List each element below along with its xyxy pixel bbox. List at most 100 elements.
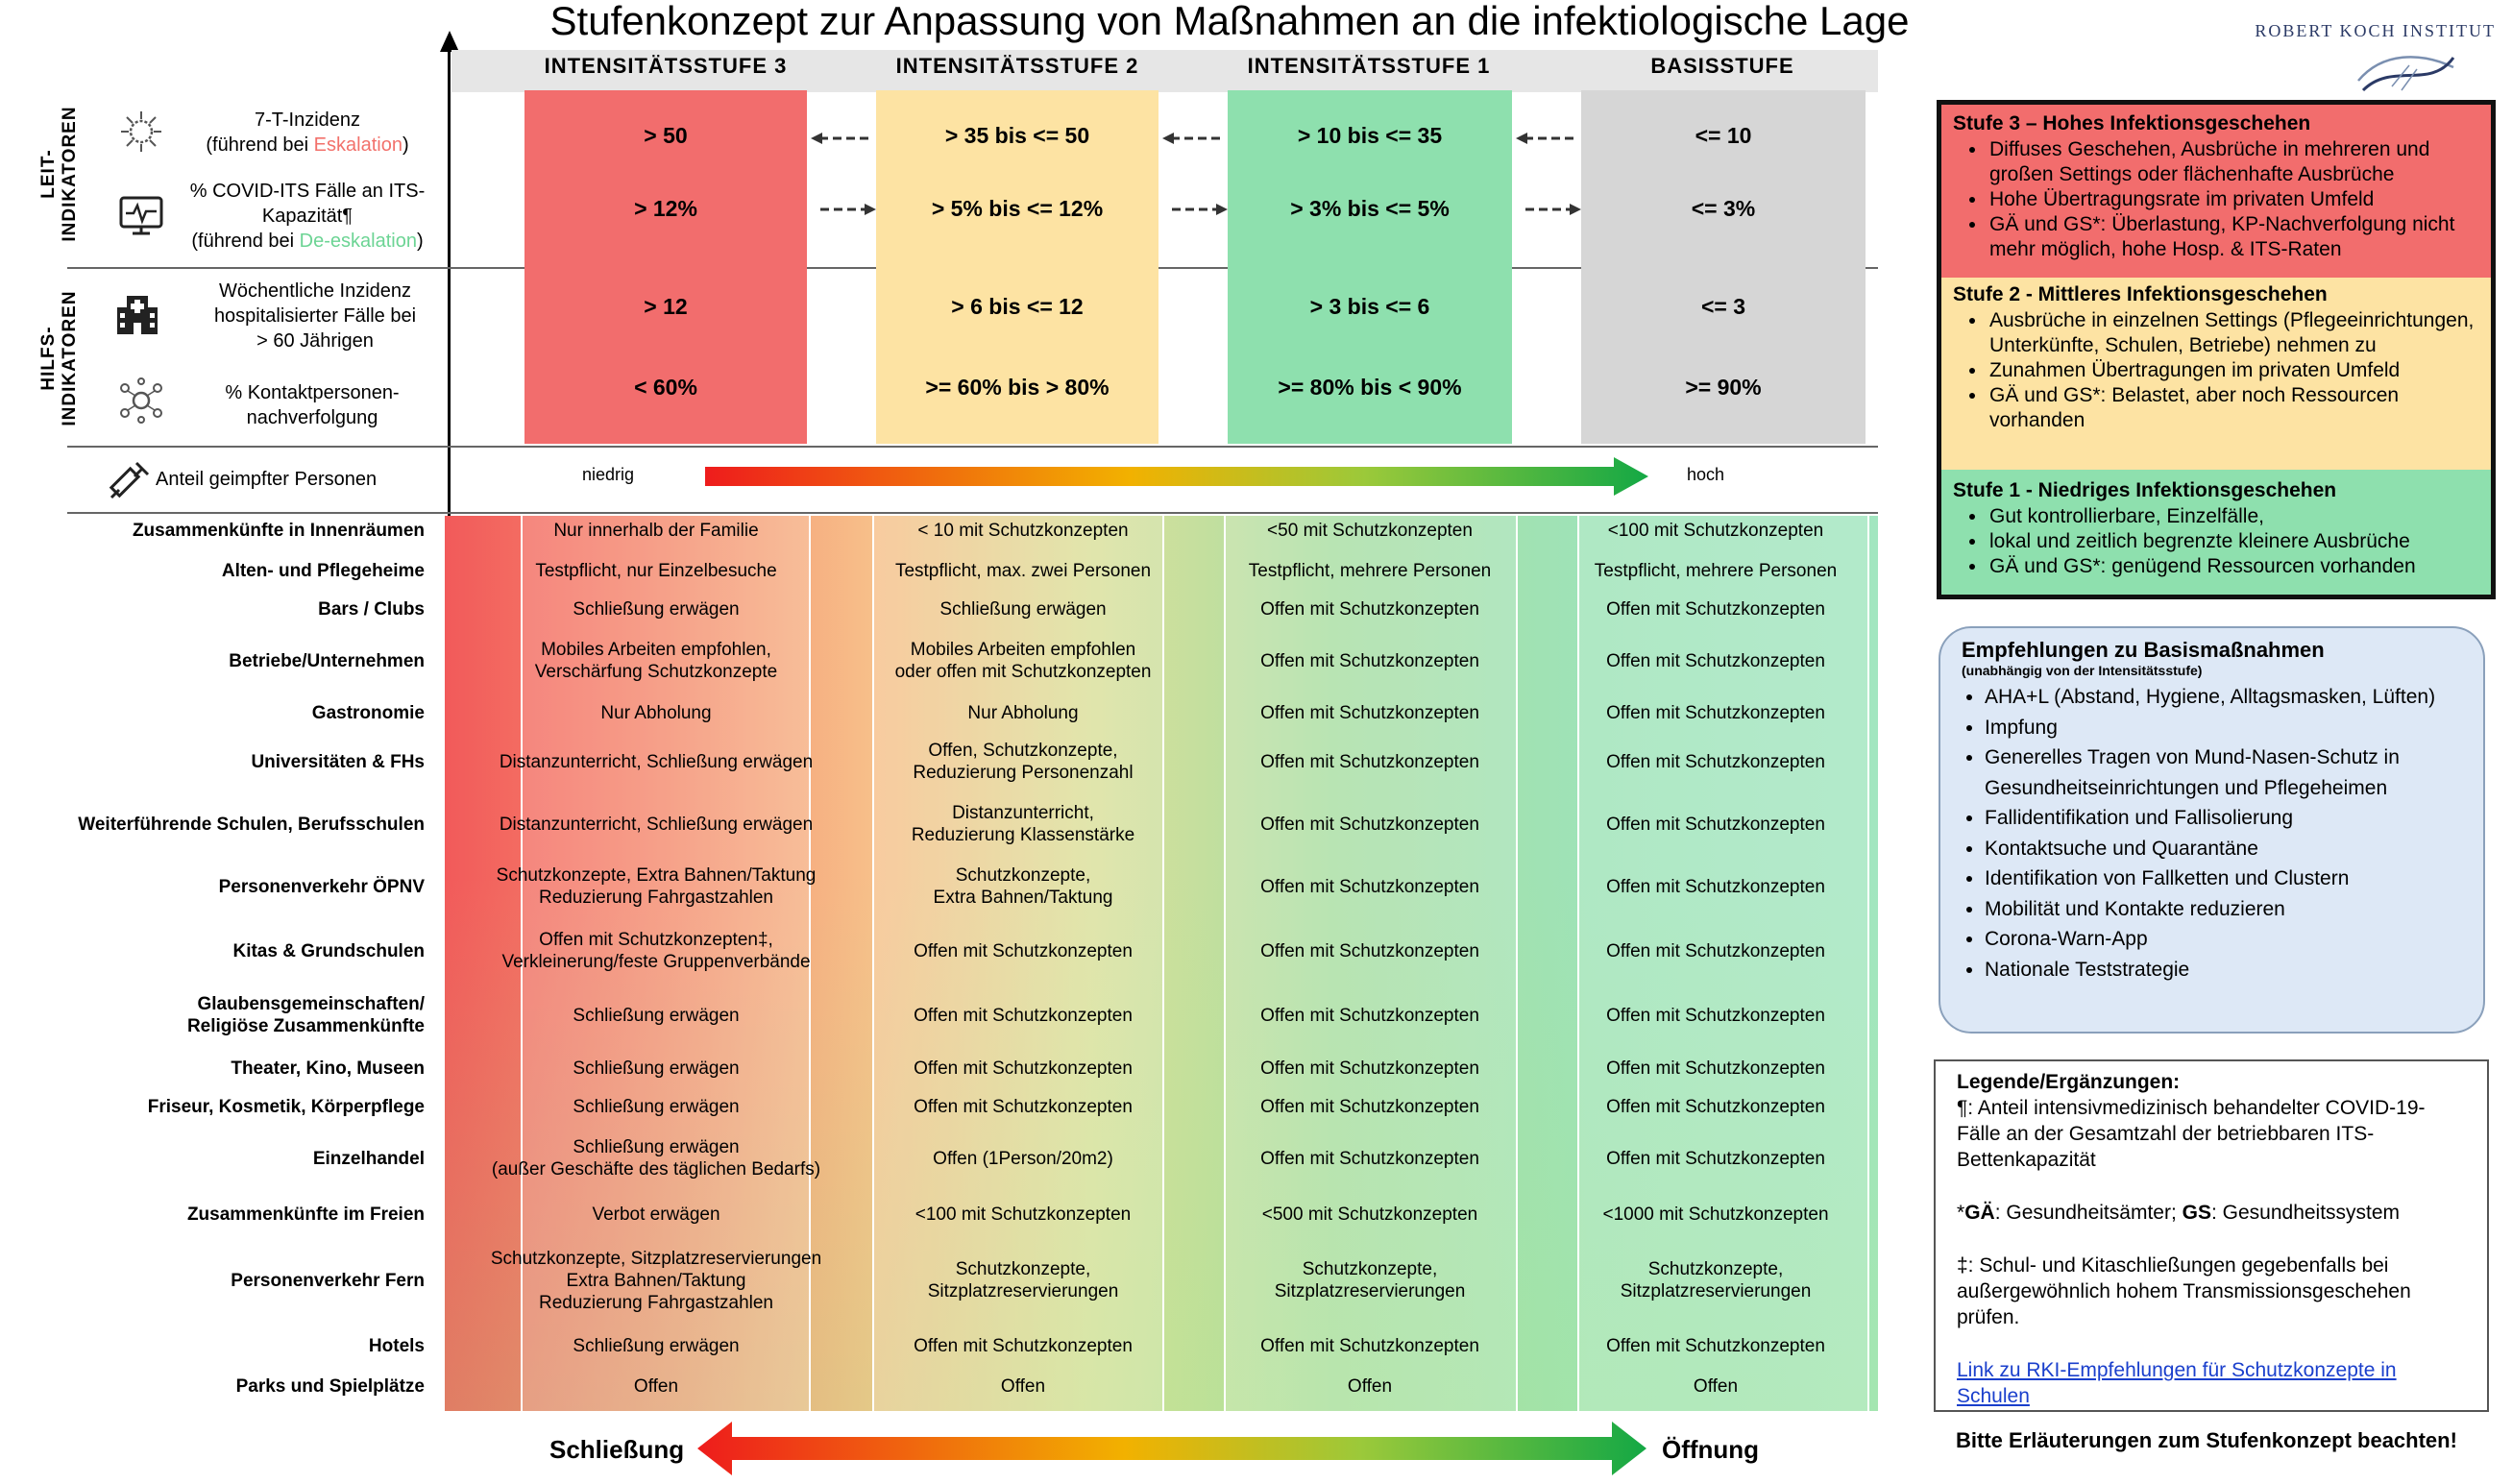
basis-title: Empfehlungen zu Basismaßnahmen [1962,638,2325,662]
measure-cell-line: Reduzierung Klassenstärke [911,825,1135,845]
measure-cell: Nur innerhalb der Familie [553,520,758,542]
stufe-1-section: Stufe 1 - Niedriges Infektionsgeschehen … [1941,470,2491,595]
rki-logo: ROBERT KOCH INSTITUT [2229,13,2507,96]
measure-cell-line: Schließung erwägen [573,598,740,620]
measure-label: Gastronomie [38,702,425,724]
legend-title: Legende/Ergänzungen: [1957,1071,2181,1093]
stufe-3-item: Hohe Übertragungsrate im privaten Umfeld [1988,187,2491,212]
measure-label-line: Theater, Kino, Museen [231,1058,425,1079]
measure-cell-line: Sitzplatzreservierungen [1620,1281,1812,1302]
legend-note-schools: ‡: Schul- und Kitaschließungen gegebenfa… [1957,1254,2411,1328]
measure-cell: <500 mit Schutzkonzepten [1262,1204,1477,1226]
schutzkonzepte-schulen-link[interactable]: Link zu RKI-Empfehlungen für Schutzkonze… [1957,1359,2397,1407]
measure-cell-line: Testpflicht, mehrere Personen [1594,560,1838,581]
measure-cell: Offen mit Schutzkonzepten [1606,1335,1825,1357]
legend-box: Legende/Ergänzungen: ¶: Anteil intensivm… [1934,1059,2489,1412]
measure-cell-line: Offen mit Schutzkonzepten [1260,598,1479,620]
oeffnung-label: Öffnung [1662,1435,1760,1464]
measure-cell-line: Schließung erwägen [573,1058,740,1079]
indicator-value-hospitalisierung: <= 3 [1700,294,1746,319]
measure-cell: <100 mit Schutzkonzepten [915,1204,1131,1226]
measure-cell: Offen mit Schutzkonzepten [1260,702,1479,724]
indicator-value-inzidenz: <= 10 [1695,123,1752,148]
measure-cell: Nur Abholung [600,702,711,724]
basis-item: Nationale Teststrategie [1985,955,2484,985]
measure-cell-line: Verschärfung Schutzkonzepte [534,662,778,682]
measure-cell-line: Offen mit Schutzkonzepten [1260,650,1479,671]
stufe-3-item: GÄ und GS*: Überlastung, KP-Nachverfolgu… [1988,212,2491,262]
indicator-value-inzidenz: > 35 bis <= 50 [944,123,1090,148]
basismassnahmen-box: Empfehlungen zu Basismaßnahmen (unabhäng… [1939,626,2485,1034]
measure-cell-line: Offen mit Schutzkonzepten [1260,1058,1479,1079]
measure-label-line: Personenverkehr Fern [231,1270,425,1291]
measure-cell-line: Schutzkonzepte, Sitzplatzreservierungen [490,1248,822,1269]
measure-cell-line: Offen mit Schutzkonzepten [914,940,1133,961]
measure-cell-line: Offen mit Schutzkonzepten [1260,876,1479,897]
indicator-value-its: > 5% bis <= 12% [931,196,1104,221]
measure-cell-line: Offen mit Schutzkonzepten [1260,702,1479,723]
measure-cell: Offen mit Schutzkonzepten [1260,814,1479,836]
measure-cell-line: (außer Geschäfte des täglichen Bedarfs) [491,1159,821,1180]
measure-cell: Distanzunterricht, Schließung erwägen [500,814,813,836]
measure-cell-line: Offen mit Schutzkonzepten [914,1058,1133,1079]
measure-label: Hotels [38,1335,425,1357]
measure-cell-line: Schutzkonzepte, Extra Bahnen/Taktung [496,865,817,886]
measure-cell: Testpflicht, mehrere Personen [1249,560,1491,582]
measure-cell: Offen mit Schutzkonzepten [1260,1148,1479,1170]
measure-cell-line: Testpflicht, nur Einzelbesuche [535,560,777,581]
measure-cell-line: Schließung erwägen [573,1335,740,1356]
indikator-kontaktpersonen-label: % Kontaktpersonen- nachverfolgung [225,382,400,428]
indicator-value-kontaktpersonen: < 60% [634,375,697,400]
measure-cell: Schutzkonzepte, Sitzplatzreservierungen [928,1258,1119,1302]
vaccination-label: Anteil geimpfter Personen [156,469,378,490]
measure-cell-line: oder offen mit Schutzkonzepten [894,662,1152,682]
measure-cell: Nur Abholung [967,702,1078,724]
measure-cell: Offen mit Schutzkonzepten [914,1005,1133,1027]
stufe-2-title: Stufe 2 - Mittleres Infektionsgeschehen [1953,283,2328,305]
measure-cell: Offen mit Schutzkonzepten [1260,1335,1479,1357]
indikator-its-label: % COVID-ITS Fälle an ITS- Kapazität¶ (fü… [189,181,426,252]
measure-cell-line: Schutzkonzepte, [1302,1259,1438,1279]
indicator-value-its: <= 3% [1691,196,1756,221]
measure-cell: Offen mit Schutzkonzepten [1260,598,1479,620]
measure-cell: Schutzkonzepte, Extra Bahnen/Taktung Redu… [497,864,817,909]
measure-cell-line: Verkleinerung/feste Gruppenverbände [501,952,811,972]
measure-cell: Offen mit Schutzkonzepten [1606,702,1825,724]
measure-cell: Offen mit Schutzkonzepten [1606,814,1825,836]
measure-cell-line: Offen mit Schutzkonzepten [1606,598,1825,620]
measure-cell-line: Sitzplatzreservierungen [927,1281,1119,1302]
measure-cell-line: Offen [1000,1375,1046,1397]
indicator-value-its: > 12% [634,196,697,221]
measure-label: Theater, Kino, Museen [38,1058,425,1080]
measure-label: Universitäten & FHs [38,751,425,773]
measure-cell: Testpflicht, nur Einzelbesuche [535,560,776,582]
stufe-3-title: Stufe 3 – Hohes Infektionsgeschehen [1953,112,2311,134]
measure-label-line: Glaubensgemeinschaften/ [197,994,425,1014]
measure-cell: Schutzkonzepte, Sitzplatzreservierungen E… [491,1248,821,1314]
measure-cell-line: < 10 mit Schutzkonzepten [917,520,1129,541]
stufe-2-item: Ausbrüche in einzelnen Settings (Pflegee… [1988,308,2491,358]
measure-label-line: Betriebe/Unternehmen [229,650,425,671]
footnote: Bitte Erläuterungen zum Stufenkonzept be… [1956,1428,2457,1452]
measure-cell: Offen mit Schutzkonzepten [1260,940,1479,962]
logo-swoosh-icon [2357,56,2455,92]
measure-cell-line: Reduzierung Fahrgastzahlen [539,888,773,908]
logo-text: ROBERT KOCH INSTITUT [2255,21,2496,40]
measure-cell-line: Offen mit Schutzkonzepten [914,1096,1133,1117]
measure-cell: Offen mit Schutzkonzepten [1606,940,1825,962]
measures-column-stufe-1 [1224,516,1518,1411]
measure-cell: Mobiles Arbeiten empfohlen, Verschärfung … [535,639,777,683]
measure-cell-line: Offen [1693,1375,1739,1397]
measure-label: Zusammenkünfte im Freien [38,1204,425,1226]
measure-label: Weiterführende Schulen, Berufsschulen [38,814,425,836]
measure-cell-line: Offen mit Schutzkonzepten [914,1005,1133,1026]
measure-cell-line: Reduzierung Fahrgastzahlen [539,1292,773,1313]
measure-label-line: Zusammenkünfte im Freien [186,1204,425,1225]
indicator-arrows [811,133,1581,215]
measure-cell-line: Extra Bahnen/Taktung [933,888,1113,908]
measure-cell-line: <1000 mit Schutzkonzepten [1602,1204,1829,1225]
stufe-3-section: Stufe 3 – Hohes Infektionsgeschehen Diff… [1941,105,2491,278]
measure-cell: Schutzkonzepte, Sitzplatzreservierungen [1621,1258,1812,1302]
measure-cell-line: Mobiles Arbeiten empfohlen, [541,640,771,660]
basis-item: Kontaktsuche und Quarantäne [1985,834,2484,864]
